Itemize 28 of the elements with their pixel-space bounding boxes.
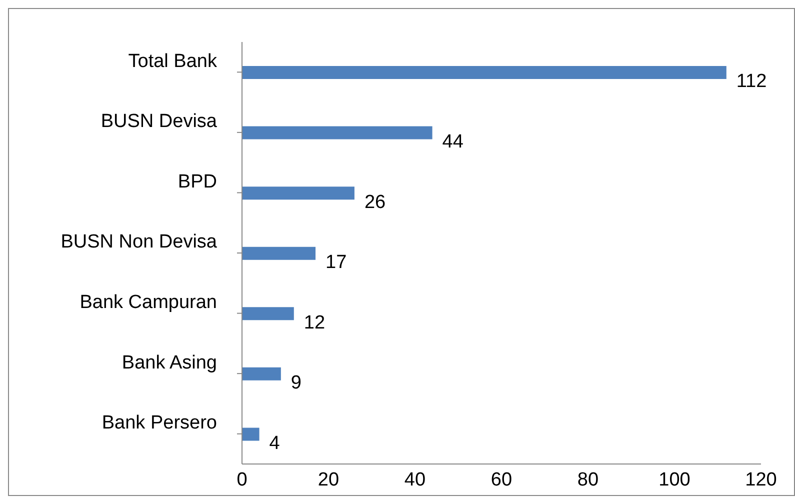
y-tick-label: BPD [178, 171, 217, 192]
data-label: 17 [326, 252, 347, 274]
x-tick-label: 20 [318, 469, 340, 490]
y-tick-label: BUSN Non Devisa [60, 232, 218, 253]
x-tick-label: 60 [490, 469, 512, 490]
y-tick-label: Bank Asing [122, 352, 217, 374]
data-label: 26 [364, 192, 386, 213]
bar [242, 246, 316, 260]
x-tick-label: 120 [745, 469, 777, 490]
bar [242, 186, 354, 200]
bar [242, 66, 726, 79]
y-tick-label: Total Bank [128, 50, 218, 72]
x-tick-label: 100 [658, 469, 690, 490]
bar [242, 126, 432, 140]
data-label: 9 [290, 372, 302, 394]
y-tick-label: BUSN Devisa [100, 111, 218, 132]
y-tick-label: Bank Persero [102, 412, 217, 434]
data-label: 112 [736, 71, 767, 92]
y-tick-label: Bank Campuran [80, 292, 217, 314]
data-label: 12 [304, 312, 326, 334]
bar [242, 428, 260, 441]
x-tick-label: 80 [577, 469, 599, 490]
data-label: 44 [442, 132, 464, 153]
bar [242, 367, 281, 380]
data-label: 4 [269, 432, 280, 454]
bar [242, 307, 294, 320]
x-tick-label: 40 [404, 469, 426, 490]
x-tick-label: 0 [236, 469, 248, 490]
